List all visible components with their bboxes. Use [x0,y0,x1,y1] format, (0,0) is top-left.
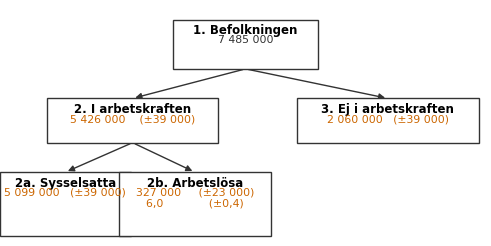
Text: 5 099 000   (±39 000): 5 099 000 (±39 000) [4,188,126,198]
Text: 2a. Sysselsatta: 2a. Sysselsatta [15,177,116,190]
Text: 3. Ej i arbetskraften: 3. Ej i arbetskraften [322,103,454,116]
FancyBboxPatch shape [297,98,479,143]
Text: 1. Befolkningen: 1. Befolkningen [193,24,298,37]
Text: 5 426 000    (±39 000): 5 426 000 (±39 000) [70,114,195,124]
Text: 7 485 000: 7 485 000 [218,35,273,46]
Text: 2 060 000   (±39 000): 2 060 000 (±39 000) [327,114,449,124]
FancyBboxPatch shape [119,172,271,236]
Text: 2. I arbetskraften: 2. I arbetskraften [74,103,191,116]
FancyBboxPatch shape [47,98,218,143]
FancyBboxPatch shape [0,172,131,236]
Text: 2b. Arbetslösa: 2b. Arbetslösa [147,177,243,190]
FancyBboxPatch shape [173,20,318,69]
Text: 327 000     (±23 000): 327 000 (±23 000) [136,188,254,198]
Text: 6,0             (±0,4): 6,0 (±0,4) [146,198,244,208]
